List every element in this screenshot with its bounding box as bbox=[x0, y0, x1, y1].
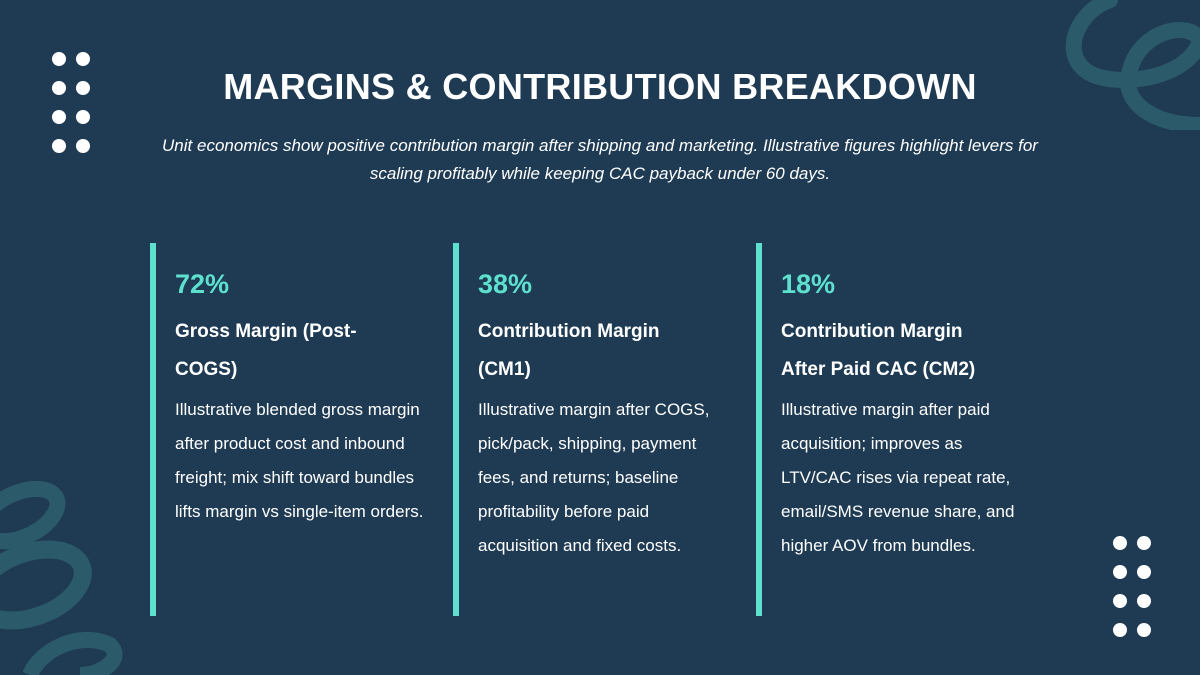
page-title: MARGINS & CONTRIBUTION BREAKDOWN bbox=[223, 66, 977, 107]
metric-title: Contribution Margin After Paid CAC (CM2) bbox=[781, 321, 976, 380]
page-subtitle: Unit economics show positive contributio… bbox=[162, 136, 1038, 183]
metric-value: 72% bbox=[175, 269, 230, 299]
metric-title: Gross Margin (Post-COGS) bbox=[175, 321, 357, 380]
metric-description: Illustrative blended gross margin after … bbox=[175, 400, 424, 521]
metric-card-cm2: 18% Contribution Margin After Paid CAC (… bbox=[756, 243, 1036, 616]
metric-description: Illustrative margin after paid acquisiti… bbox=[781, 400, 1015, 555]
dots-decoration-bottom-right bbox=[1113, 536, 1151, 637]
swirl-decoration-top-right bbox=[1065, 0, 1200, 130]
metric-title: Contribution Margin (CM1) bbox=[478, 321, 660, 380]
dots-decoration-top-left bbox=[52, 52, 90, 153]
metric-description: Illustrative margin after COGS, pick/pac… bbox=[478, 400, 710, 555]
swirl-decoration-bottom-left bbox=[0, 480, 123, 675]
metric-card-gross-margin: 72% Gross Margin (Post-COGS) Illustrativ… bbox=[150, 243, 430, 616]
metric-value: 38% bbox=[478, 269, 533, 299]
metric-value: 18% bbox=[781, 269, 836, 299]
metric-card-cm1: 38% Contribution Margin (CM1) Illustrati… bbox=[453, 243, 733, 616]
